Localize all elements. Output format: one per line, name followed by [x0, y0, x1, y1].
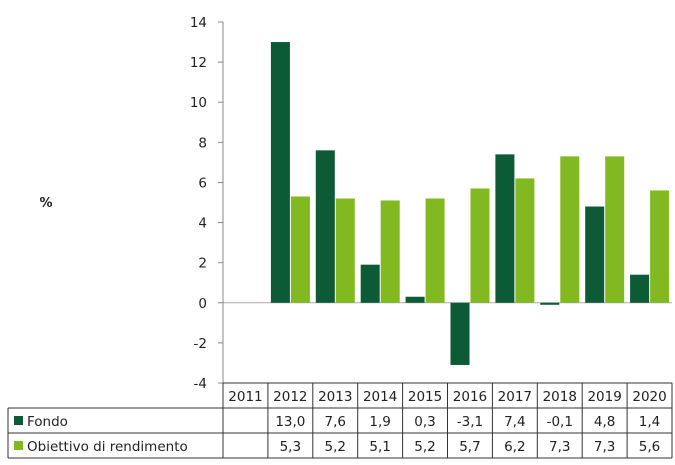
legend-label: Fondo: [27, 414, 68, 430]
bar-fondo-2013: [315, 150, 335, 303]
y-tick-label: 6: [198, 175, 207, 191]
bar-obiettivo-2015: [425, 198, 445, 303]
y-tick-label: 0: [198, 296, 207, 312]
data-label: 5,2: [325, 439, 346, 455]
x-tick-label: 2015: [408, 389, 442, 405]
data-label: 4,8: [594, 414, 615, 430]
data-label: 7,3: [594, 439, 615, 455]
x-tick-label: 2018: [543, 389, 577, 405]
data-label: -0,1: [547, 414, 573, 430]
plot-area: [223, 42, 672, 365]
data-label: 5,7: [459, 439, 480, 455]
bar-fondo-2014: [360, 264, 380, 303]
data-label: 6,2: [504, 439, 525, 455]
y-tick-label: 14: [190, 15, 207, 31]
y-tick-label: 8: [198, 135, 207, 151]
data-label: 0,3: [414, 414, 435, 430]
x-tick-label: 2019: [587, 389, 621, 405]
legend-swatch: [14, 416, 23, 425]
y-tick-label: 12: [190, 55, 207, 71]
data-label: 7,3: [549, 439, 570, 455]
x-tick-label: 2017: [498, 389, 532, 405]
data-label: 1,4: [639, 414, 660, 430]
legend-label: Obiettivo di rendimento: [27, 439, 188, 455]
x-tick-label: 2014: [363, 389, 397, 405]
bar-obiettivo-2016: [470, 188, 490, 303]
bar-obiettivo-2018: [560, 156, 580, 303]
bar-obiettivo-2017: [515, 178, 535, 303]
bar-fondo-2012: [270, 42, 290, 303]
data-label: 1,9: [369, 414, 390, 430]
bar-obiettivo-2014: [380, 200, 400, 303]
x-tick-label: 2016: [453, 389, 487, 405]
bar-fondo-2020: [630, 274, 650, 303]
bar-fondo-2015: [405, 296, 425, 303]
data-label: 5,2: [414, 439, 435, 455]
x-tick-label: 2012: [273, 389, 307, 405]
y-axis: 14 12 10 8 6 4 2 0 -2 -4: [190, 15, 224, 392]
data-label: 7,4: [504, 414, 525, 430]
y-tick-label: -2: [194, 336, 207, 352]
data-label: 13,0: [275, 414, 305, 430]
data-label: 5,3: [280, 439, 301, 455]
bar-obiettivo-2012: [290, 196, 310, 303]
legend-swatch: [14, 441, 23, 450]
x-tick-label: 2011: [228, 389, 262, 405]
data-label: 7,6: [325, 414, 346, 430]
y-tick-label: 4: [198, 216, 207, 232]
y-tick-label: 2: [198, 256, 207, 272]
bar-obiettivo-2013: [335, 198, 355, 303]
bar-fondo-2018: [540, 302, 560, 305]
data-label: -3,1: [457, 414, 483, 430]
data-label: 5,1: [369, 439, 390, 455]
y-tick-label: 10: [190, 95, 207, 111]
data-table: 2011 2012 2013 2014 2015 2016 2017 2018 2019 2020…: [7, 382, 673, 459]
bar-fondo-2017: [495, 154, 515, 303]
y-axis-label: %: [39, 196, 52, 211]
x-tick-label: 2020: [632, 389, 666, 405]
bar-fondo-2016: [450, 302, 470, 365]
data-label: 5,6: [639, 439, 660, 455]
bar-obiettivo-2020: [650, 190, 670, 303]
y-tick-label: -4: [194, 376, 207, 392]
bar-obiettivo-2019: [605, 156, 625, 303]
bar-fondo-2019: [585, 206, 605, 303]
x-tick-label: 2013: [318, 389, 352, 405]
